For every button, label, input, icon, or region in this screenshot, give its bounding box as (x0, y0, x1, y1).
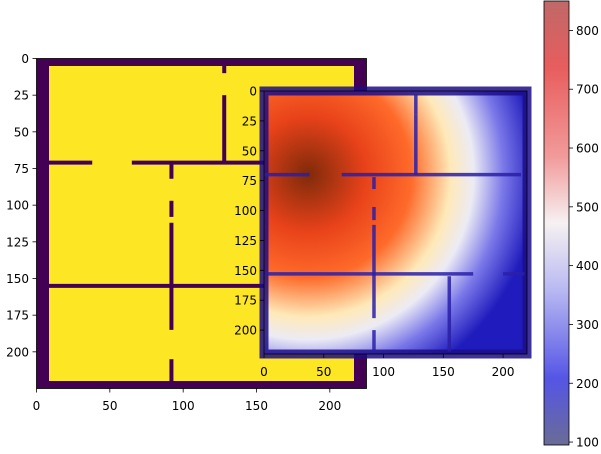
left-y-tick-label: 0 (21, 52, 29, 66)
right-x-tick-label: 50 (316, 365, 331, 379)
colorbar-ticks: 100 200 300 400 500 600 700 800 (569, 24, 599, 450)
right-y-tick-label: 100 (234, 204, 257, 218)
left-x-tick-label: 0 (33, 399, 41, 413)
right-y-tick-label: 75 (242, 174, 257, 188)
colorbar-tick-label: 200 (576, 377, 599, 391)
left-y-tick-label: 25 (14, 89, 29, 103)
right-y-axis: 0 25 50 75 100 125 150 175 200 (234, 85, 264, 338)
colorbar-tick-label: 600 (576, 142, 599, 156)
right-x-axis: 0 50 100 150 200 (260, 354, 515, 379)
right-y-tick-label: 175 (234, 294, 257, 308)
left-y-tick-label: 100 (6, 199, 29, 213)
colorbar-tick-label: 100 (576, 436, 599, 450)
right-y-tick-label: 25 (242, 114, 257, 128)
left-x-tick-label: 150 (245, 399, 268, 413)
left-y-axis: 0 25 50 75 100 125 150 175 200 (6, 52, 37, 359)
left-y-tick-label: 125 (6, 235, 29, 249)
left-x-tick-label: 50 (102, 399, 117, 413)
left-y-tick-label: 150 (6, 272, 29, 286)
right-y-tick-label: 0 (249, 85, 257, 99)
right-x-tick-label: 0 (260, 365, 268, 379)
right-x-tick-label: 150 (432, 365, 455, 379)
colorbar-tick-label: 800 (576, 24, 599, 38)
right-y-tick-label: 150 (234, 264, 257, 278)
left-x-tick-label: 100 (172, 399, 195, 413)
heatmap-field (264, 91, 527, 354)
left-y-tick-label: 75 (14, 162, 29, 176)
colorbar-gradient (543, 0, 570, 446)
left-y-tick-label: 50 (14, 125, 29, 139)
right-x-tick-label: 200 (492, 365, 515, 379)
heatmap-plot: 0 50 100 150 200 0 25 50 75 100 125 150 175 200 (234, 85, 532, 379)
heatmap-walls (264, 94, 525, 352)
colorbar: 100 200 300 400 500 600 700 800 (543, 0, 599, 450)
colorbar-tick-label: 700 (576, 83, 599, 97)
right-y-tick-label: 125 (234, 234, 257, 248)
heatmap-frame (263, 90, 528, 355)
left-x-tick-label: 200 (318, 399, 341, 413)
right-y-tick-label: 200 (234, 324, 257, 338)
left-x-axis: 0 50 100 150 200 (33, 388, 341, 413)
colorbar-tick-label: 300 (576, 318, 599, 332)
right-x-tick-label: 100 (372, 365, 395, 379)
colorbar-tick-label: 400 (576, 259, 599, 273)
left-y-tick-label: 200 (6, 345, 29, 359)
colorbar-tick-label: 500 (576, 200, 599, 214)
right-y-tick-label: 50 (242, 144, 257, 158)
left-y-tick-label: 175 (6, 309, 29, 323)
